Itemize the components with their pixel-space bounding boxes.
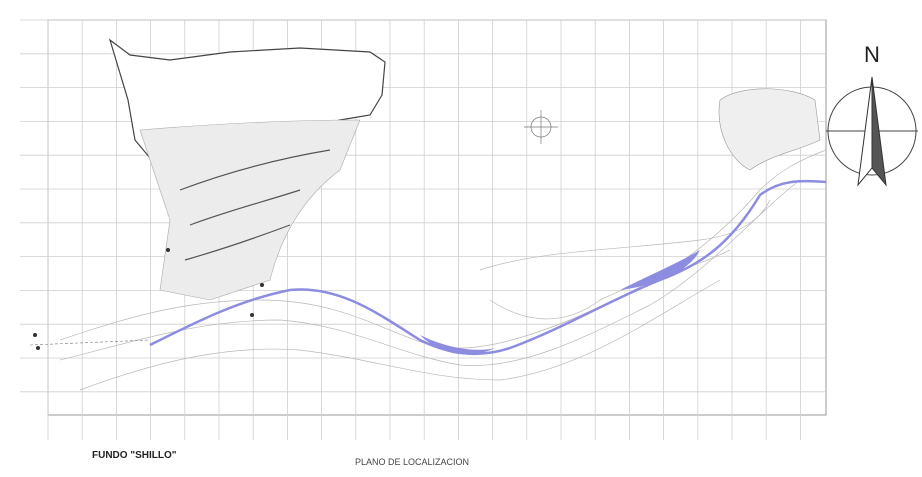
north-arrow: N (826, 42, 918, 187)
property-label: FUNDO "SHILLO" (92, 450, 177, 461)
site-markers (33, 248, 264, 350)
ridge-line (189, 189, 301, 226)
river-pool (420, 335, 495, 355)
plan-title: PLANO DE LOCALIZACION (355, 457, 469, 467)
contour-line (59, 149, 827, 349)
north-label: N (864, 42, 880, 67)
ridge-line (184, 224, 291, 261)
contour-line (479, 199, 771, 271)
hill-area (718, 88, 821, 171)
ridge-line (179, 149, 331, 191)
river (149, 179, 827, 356)
small-compass (524, 110, 558, 144)
path (29, 339, 151, 346)
contour-line (79, 279, 721, 391)
contour-line (59, 179, 801, 366)
slope-area (139, 119, 361, 301)
